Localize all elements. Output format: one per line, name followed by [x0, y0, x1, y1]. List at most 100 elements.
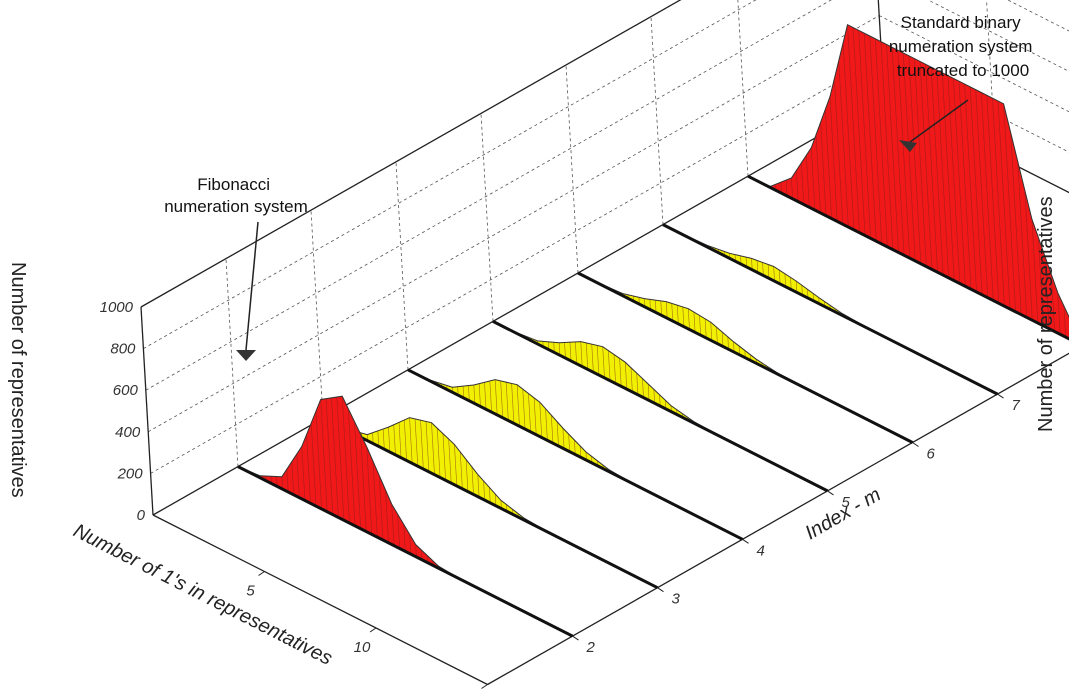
z-axis-title-right: Number of representatives — [1035, 196, 1057, 432]
x-tick-mark — [369, 627, 377, 633]
series-hatch — [596, 345, 600, 376]
series-hatch — [580, 341, 583, 367]
series-hatch — [522, 389, 526, 430]
series-baseline-m-4 — [407, 368, 744, 541]
series-hatch — [558, 342, 561, 356]
series-hatch — [556, 421, 559, 447]
series-hatch — [281, 476, 283, 490]
series-hatch — [653, 389, 655, 404]
series-hatch — [778, 270, 781, 284]
series-hatch — [780, 182, 782, 194]
series-hatch — [733, 341, 735, 353]
series-hatch — [897, 50, 910, 259]
series-hatch — [1057, 292, 1061, 335]
series-hatch — [676, 305, 679, 324]
series-hatch — [953, 78, 966, 287]
series-hatch — [795, 280, 798, 293]
series-hatch — [505, 382, 509, 421]
series-hatch — [320, 399, 328, 512]
series-hatch — [377, 430, 380, 447]
series-hatch — [811, 147, 816, 211]
grid-line-side-z — [879, 15, 1069, 113]
annotation-binary-line-1: Standard binary — [901, 13, 1022, 32]
series-hatch — [478, 383, 481, 407]
svg-text:Fibonacci numeration sys: Fibonacci numeration system — [164, 175, 308, 216]
series-hatch — [372, 432, 374, 444]
series-hatch — [852, 27, 866, 236]
series-hatch — [1010, 132, 1022, 315]
frame-edge — [152, 98, 885, 516]
series-hatch — [767, 264, 770, 279]
series-hatch — [869, 35, 883, 245]
series-hatch — [403, 419, 407, 461]
series-hatch — [574, 439, 576, 455]
series-hatch — [1044, 255, 1050, 329]
series-hatch — [704, 318, 707, 338]
series-hatch — [947, 75, 961, 284]
x-axis-title: Number of 1's in representatives — [70, 520, 336, 670]
series-hatch — [981, 92, 994, 301]
z-axis-title-left: Number of representatives — [7, 262, 29, 498]
m-tick-mark — [572, 635, 579, 641]
annotation-binary-line-2: numeration system — [889, 37, 1033, 56]
series-hatch — [784, 273, 786, 287]
z-tick-left: 1000 — [100, 299, 134, 316]
series-hatch — [1003, 103, 1016, 312]
grid-line-back-m — [480, 113, 494, 322]
series-m-4 — [407, 368, 744, 541]
series-hatch — [585, 342, 589, 370]
y-axis-title: Index - m — [802, 484, 885, 545]
series-hatch — [354, 421, 361, 529]
series-hatch — [847, 24, 860, 233]
annotation-binary-line-3: truncated to 1000 — [897, 61, 1029, 80]
frame-edge — [152, 514, 488, 686]
series-hatch — [958, 81, 972, 290]
series-hatch — [341, 396, 350, 524]
x-tick-mark — [481, 684, 488, 689]
series-hatch — [388, 427, 391, 453]
series-hatch — [301, 446, 306, 501]
series-m-8 — [747, 23, 1069, 341]
series-hatch — [448, 438, 452, 484]
z-tick-left: 200 — [117, 465, 144, 482]
series-hatch — [516, 384, 520, 427]
series-hatch — [397, 514, 400, 549]
series-hatch — [471, 466, 474, 495]
series-hatch — [875, 38, 888, 247]
series-hatch — [286, 469, 289, 493]
grid-line-side-z — [927, 0, 1069, 72]
annotation-binary: Standard binary numeration system trunca… — [889, 13, 1037, 152]
z-tick-left: 600 — [113, 382, 139, 399]
svg-text:Standard binary numerati: Standard binary numeration system trunca… — [889, 13, 1037, 80]
series-hatch — [551, 415, 554, 444]
series-hatch — [398, 422, 402, 458]
series-hatch — [473, 384, 476, 404]
series-hatch — [930, 67, 944, 276]
m-tick-mark — [827, 490, 834, 496]
series-hatch — [820, 122, 827, 216]
series-hatch — [801, 162, 805, 205]
series-hatch — [941, 72, 955, 281]
m-tick-label: 3 — [672, 591, 681, 608]
series-hatch — [431, 422, 435, 475]
series-hatch — [436, 428, 441, 478]
series-hatch — [414, 418, 419, 467]
series-hatch — [442, 433, 446, 481]
series-layer — [237, 23, 1069, 638]
series-hatch — [360, 434, 367, 532]
grid-line-back-m — [565, 64, 579, 274]
x-tick-label: 15 — [465, 696, 482, 698]
series-hatch — [842, 42, 855, 230]
series-hatch — [420, 420, 424, 470]
series-hatch — [454, 444, 458, 487]
series-baseline-m-8 — [747, 174, 1069, 341]
series-hatch — [315, 411, 322, 509]
series-m-6 — [577, 271, 914, 444]
series-hatch — [489, 380, 492, 413]
series-m-2 — [237, 395, 574, 638]
series-baseline-m-2 — [237, 465, 574, 638]
grid-line-back-m — [737, 0, 749, 177]
series-hatch — [992, 98, 1005, 307]
series-hatch — [403, 524, 406, 552]
series-hatch — [372, 461, 378, 538]
